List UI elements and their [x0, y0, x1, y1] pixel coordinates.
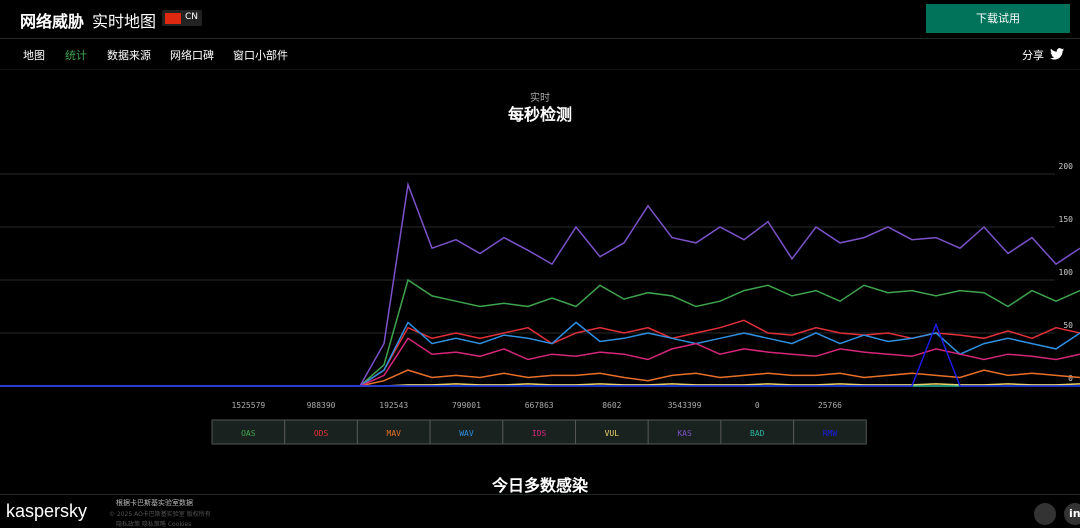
series-line: [0, 181, 1080, 387]
legend-label: IDS: [532, 429, 547, 438]
site-subtitle: 实时地图: [92, 12, 157, 31]
legend-label: MAV: [387, 429, 402, 438]
country-selector[interactable]: CN: [162, 10, 202, 26]
nav: 分享 地图 统计 数据来源 网络口碑 窗口小部件: [0, 39, 1080, 70]
y-tick-label: 150: [1059, 215, 1074, 224]
nav-item[interactable]: 统计: [65, 49, 87, 62]
footer-copyright: © 2025 AO卡巴斯基实验室 版权所有: [109, 511, 211, 518]
series-line: [0, 337, 1080, 387]
series-total: 988390: [307, 401, 336, 410]
chart-subtitle: 实时: [530, 93, 550, 104]
legend-box: [356, 419, 431, 445]
legend-label: OAS: [241, 429, 256, 438]
series-total: 192543: [379, 401, 408, 410]
header: 网络威胁 实时地图 CN 下载试用: [0, 0, 1080, 39]
nav-item[interactable]: 数据来源: [107, 49, 151, 62]
twitter-button[interactable]: [1034, 503, 1056, 525]
chart: 0 50 100 150 200 1525579 OAS 988390 ODS 192543 MAV…: [0, 162, 1080, 445]
legend-box: [793, 419, 867, 445]
legend-label: WAV: [459, 429, 474, 438]
footer-links[interactable]: 隐私政策 隐私策略 Cookies: [116, 521, 192, 528]
nav-item[interactable]: 地图: [23, 49, 45, 62]
legend-label: KAS: [677, 429, 692, 438]
nav-item[interactable]: 窗口小部件: [233, 49, 288, 62]
y-tick-label: 0: [1068, 374, 1073, 383]
footer-source: 根据卡巴斯基实验室数据: [116, 499, 193, 507]
legend-label: RMW: [823, 429, 838, 438]
legend-box: [647, 419, 722, 445]
nav-item[interactable]: 网络口碑: [170, 49, 214, 62]
chart-title: 每秒检测: [507, 105, 572, 124]
y-tick-label: 50: [1063, 321, 1073, 330]
series-total: 8602: [602, 401, 621, 410]
legend-label: VUL: [605, 429, 620, 438]
legend-box: [575, 419, 649, 445]
legend-box: [211, 419, 286, 445]
y-tick-label: 200: [1059, 162, 1074, 171]
series-line: [0, 322, 1080, 387]
share[interactable]: 分享: [1022, 49, 1044, 62]
legend-label: BAD: [750, 429, 765, 438]
legend-label: ODS: [314, 429, 329, 438]
site-title[interactable]: 网络威胁: [20, 12, 85, 31]
flag: [165, 13, 181, 24]
legend-box: [284, 419, 358, 445]
series-total: 3543399: [668, 401, 702, 410]
series-total: 0: [755, 401, 760, 410]
logo[interactable]: kaspersky: [6, 501, 88, 521]
legend-box: [720, 419, 795, 445]
country-code: CN: [185, 12, 199, 22]
series-total: 667863: [525, 401, 554, 410]
y-tick-label: 100: [1059, 268, 1074, 277]
legend-box: [429, 419, 504, 445]
series-total: 25766: [818, 401, 842, 410]
section-title: 今日多数感染: [491, 476, 588, 495]
linkedin-button[interactable]: in: [1064, 503, 1080, 525]
download-button[interactable]: 下载试用: [926, 4, 1070, 33]
series-total: 799001: [452, 401, 481, 410]
footer: kaspersky 根据卡巴斯基实验室数据 © 2025 AO卡巴斯基实验室 版…: [0, 494, 1080, 528]
series-total: 1525579: [231, 401, 265, 410]
twitter-icon[interactable]: [1050, 48, 1064, 60]
